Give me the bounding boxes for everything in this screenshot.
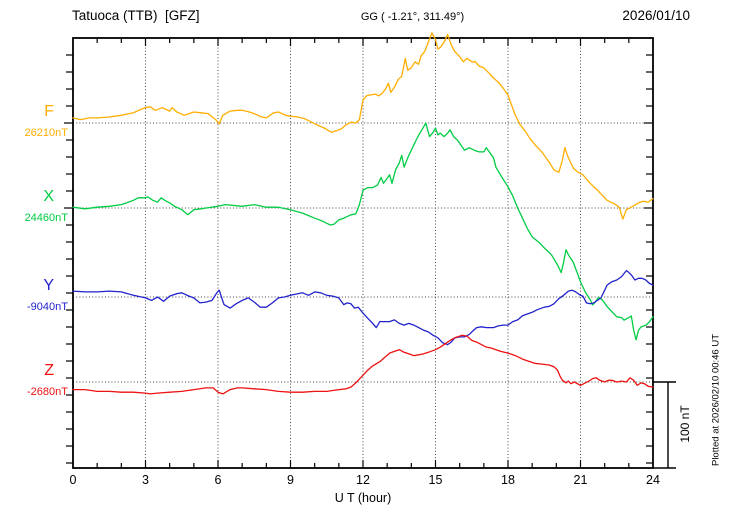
component-base-value-X: 24460nT	[24, 212, 68, 224]
x-axis-title: U T (hour)	[334, 491, 392, 505]
x-tick-label-21: 21	[573, 473, 588, 487]
component-letter-F: F	[44, 103, 54, 120]
x-tick-label-0: 0	[69, 473, 77, 487]
x-tick-label-24: 24	[646, 473, 660, 487]
x-tick-label-15: 15	[428, 473, 443, 487]
series-curve-F	[72, 32, 654, 220]
x-tick-label-9: 9	[287, 473, 294, 487]
component-letter-X: X	[43, 188, 54, 205]
x-tick-label-3: 3	[142, 473, 149, 487]
x-tick-label-6: 6	[214, 473, 222, 487]
series-curve-X	[72, 122, 654, 341]
component-base-value-Z: -2680nT	[27, 386, 68, 398]
plotted-at-note: Plotted at 2026/02/10 00:46 UT	[710, 333, 722, 467]
geo-coords: GG ( -1.21°, 311.49°)	[360, 11, 465, 23]
station-title: Tatuoca (TTB) [GFZ]	[72, 8, 200, 23]
axis-frame	[72, 37, 654, 469]
plot-date: 2026/01/10	[622, 8, 690, 23]
component-base-value-Y: -9040nT	[27, 301, 68, 313]
x-tick-label-12: 12	[356, 473, 370, 487]
x-tick-label-18: 18	[501, 473, 515, 487]
component-letter-Y: Y	[43, 277, 54, 294]
component-base-value-F: 26210nT	[24, 127, 68, 139]
series-curve-Z	[72, 334, 654, 395]
scale-bar-label: 100 nT	[678, 405, 692, 443]
component-letter-Z: Z	[44, 362, 54, 379]
series-curve-Y	[72, 269, 654, 346]
